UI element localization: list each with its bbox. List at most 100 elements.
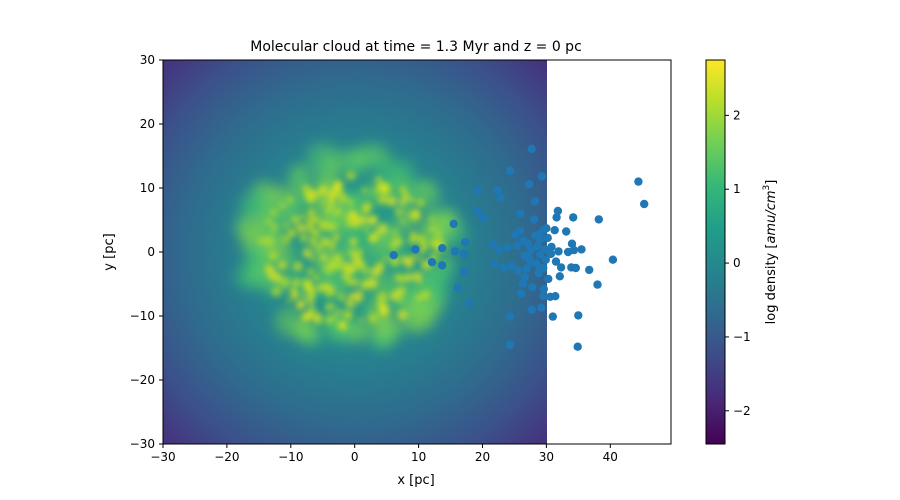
- colorbar-label-suffix: ]: [764, 180, 779, 185]
- density-speck: [389, 242, 395, 248]
- density-speck: [326, 189, 337, 201]
- density-speck: [342, 309, 353, 320]
- scatter-point: [459, 249, 469, 259]
- density-speck: [416, 198, 425, 207]
- density-speck: [327, 241, 336, 250]
- scatter-point: [567, 239, 577, 248]
- density-speck: [399, 198, 407, 206]
- density-blob: [237, 217, 265, 245]
- density-speck: [332, 232, 341, 241]
- density-speck: [363, 226, 370, 232]
- scatter-point: [574, 311, 583, 320]
- density-speck: [272, 272, 282, 283]
- density-speck: [429, 216, 435, 222]
- scatter-point: [535, 265, 544, 275]
- density-speck: [271, 286, 282, 297]
- density-speck: [378, 183, 390, 194]
- density-speck: [392, 229, 399, 236]
- density-speck: [298, 300, 306, 308]
- density-speck: [263, 236, 274, 247]
- density-blob: [306, 142, 336, 173]
- chart-title: Molecular cloud at time = 1.3 Myr and z …: [250, 39, 582, 55]
- scatter-point: [427, 258, 437, 267]
- density-speck: [408, 197, 415, 203]
- scatter-point: [527, 305, 536, 314]
- scatter-point: [411, 245, 420, 254]
- density-blob: [242, 244, 266, 268]
- density-speck: [292, 282, 297, 287]
- density-speck: [377, 194, 388, 205]
- density-speck: [345, 170, 356, 181]
- density-speck: [399, 186, 408, 194]
- scatter-point: [473, 186, 482, 195]
- scatter-point: [532, 259, 541, 268]
- scatter-point: [512, 242, 522, 251]
- colorbar-label-unit-cm: cm: [764, 190, 779, 210]
- y-tick-label: −20: [130, 373, 155, 387]
- density-speck: [326, 222, 336, 231]
- density-speck: [299, 233, 309, 243]
- density-speck: [337, 293, 346, 301]
- density-speck: [265, 265, 276, 277]
- density-speck: [272, 223, 278, 228]
- x-tick-label: 0: [351, 450, 359, 464]
- density-speck: [279, 276, 291, 288]
- scatter-points: [389, 144, 649, 351]
- density-speck: [323, 281, 329, 286]
- density-speck: [293, 261, 303, 272]
- scatter-point: [537, 172, 547, 181]
- y-tick-label: 0: [147, 245, 155, 259]
- density-speck: [389, 290, 401, 301]
- scatter-point: [535, 230, 544, 239]
- scatter-point: [520, 272, 529, 282]
- density-blob: [274, 307, 305, 337]
- scatter-point: [507, 261, 517, 271]
- density-speck: [331, 253, 340, 262]
- density-speck: [399, 275, 407, 283]
- density-speck: [410, 253, 418, 261]
- density-speck: [286, 196, 294, 204]
- colorbar-tick-label: 0: [733, 256, 741, 270]
- scatter-point: [496, 193, 505, 202]
- scatter-point: [527, 144, 536, 154]
- scatter-point: [554, 247, 563, 256]
- density-speck: [327, 208, 332, 213]
- density-speck: [412, 271, 423, 282]
- x-tick-label: −30: [150, 450, 175, 464]
- density-speck: [368, 313, 378, 323]
- scatter-point: [539, 284, 548, 294]
- density-speck: [339, 253, 344, 258]
- density-speck: [394, 207, 404, 216]
- density-speck: [281, 235, 290, 244]
- x-tick-label: 30: [539, 450, 554, 464]
- density-speck: [375, 176, 382, 183]
- density-speck: [370, 266, 382, 278]
- density-speck: [346, 198, 354, 206]
- scatter-point: [544, 274, 553, 284]
- density-speck: [306, 208, 317, 218]
- density-speck: [309, 237, 318, 246]
- density-speck: [349, 237, 358, 245]
- x-axis-label: x [pc]: [397, 473, 434, 488]
- density-speck: [321, 200, 327, 205]
- scatter-point: [389, 251, 398, 260]
- scatter-point: [530, 215, 539, 224]
- density-speck: [306, 268, 314, 276]
- density-blob: [412, 181, 441, 211]
- scatter-point: [526, 245, 536, 255]
- scatter-point: [461, 238, 470, 247]
- density-speck: [278, 260, 287, 270]
- density-speck: [350, 303, 356, 309]
- scatter-point: [556, 263, 566, 272]
- density-speck: [404, 258, 415, 269]
- density-blob: [340, 148, 370, 177]
- density-speck: [436, 231, 442, 237]
- scatter-point: [528, 283, 537, 292]
- colorbar: [705, 59, 726, 445]
- density-speck: [268, 251, 278, 261]
- colorbar-tick-label: 2: [733, 108, 741, 122]
- density-speck: [346, 218, 355, 228]
- scatter-point: [453, 283, 462, 292]
- density-speck: [308, 300, 313, 305]
- density-speck: [316, 283, 325, 292]
